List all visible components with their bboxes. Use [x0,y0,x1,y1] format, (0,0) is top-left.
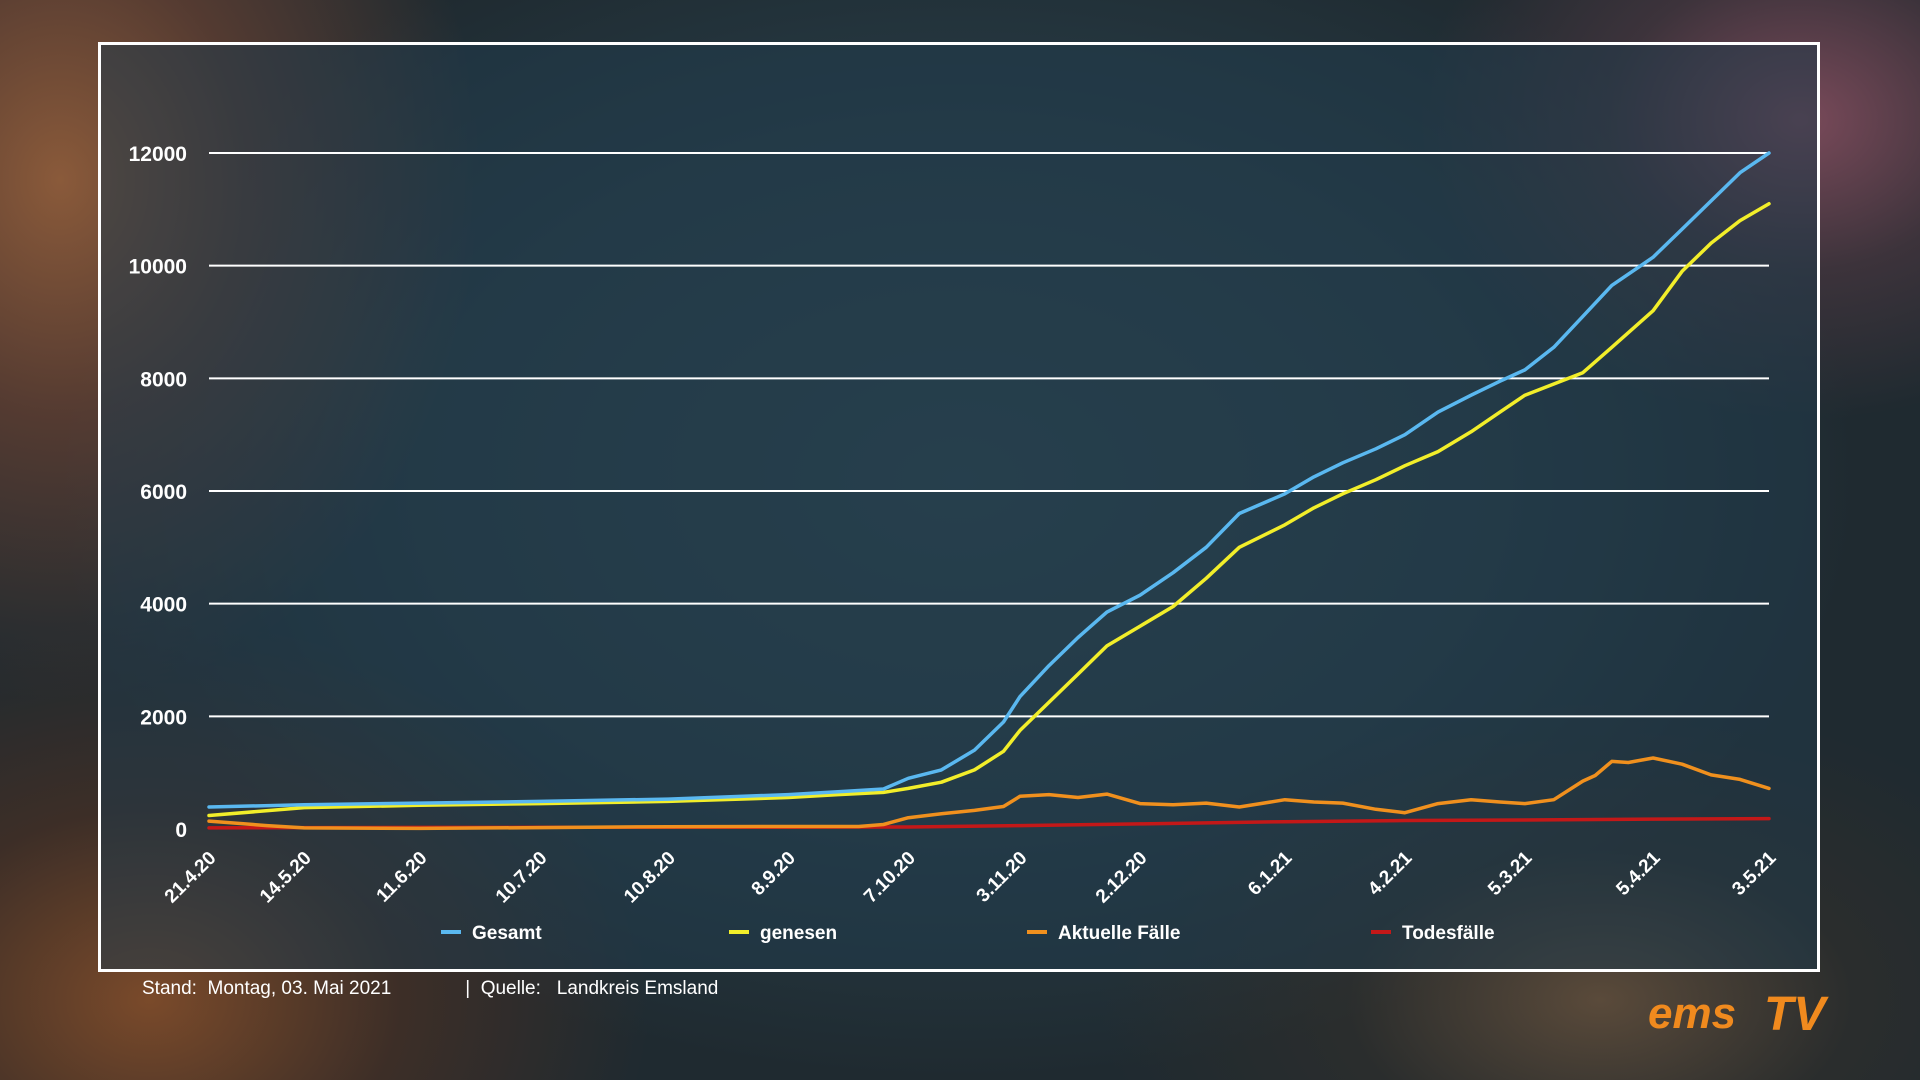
series-line-genesen [207,201,1771,818]
x-tick-label: 7.10.20 [860,848,920,908]
quelle-value: Landkreis Emsland [556,978,719,999]
y-tick-label: 4000 [140,594,187,617]
x-tick-label: 6.1.21 [1244,847,1297,900]
x-tick-label: 21.4.20 [161,848,221,908]
legend-label: Gesamt [472,923,542,944]
x-tick-label: 11.6.20 [373,848,432,907]
footer-separator: | [465,978,471,999]
legend-label: genesen [760,923,837,944]
y-tick-label: 6000 [140,481,187,504]
stand-date: Montag, 03. Mai 2021 [207,978,392,999]
y-axis-ticks: 0 2000 4000 6000 8000 10000 12000 [129,143,187,842]
footer-source-line: Stand: Montag, 03. Mai 2021 | Quelle: La… [142,978,718,1000]
x-tick-label: 4.2.21 [1364,847,1417,900]
logo-ems-text: ems [1648,990,1736,1036]
y-tick-label: 10000 [129,256,187,279]
series-line-aktuelle-fälle [207,756,1771,831]
x-tick-label: 10.8.20 [620,848,680,908]
x-axis-ticks: 21.4.20 14.5.20 11.6.20 10.7.20 10.8.20 8.9.2… [161,847,1781,907]
series-line-gesamt [207,151,1771,809]
x-tick-label: 5.4.21 [1612,847,1665,900]
logo-tv-text: TV [1764,990,1829,1036]
chart-frame: 0 2000 4000 6000 8000 10000 12000 21.4.20 14.5.… [98,42,1820,972]
stand-label: Stand: [142,978,197,999]
legend-label: Aktuelle Fälle [1058,923,1181,944]
grid-lines [209,152,1769,718]
x-tick-label: 10.7.20 [492,848,552,908]
y-tick-label: 8000 [140,368,187,391]
x-tick-label: 14.5.20 [256,848,316,908]
x-tick-label: 8.9.20 [748,848,800,900]
line-chart: 0 2000 4000 6000 8000 10000 12000 21.4.20 14.5.… [129,143,1781,944]
quelle-label: Quelle: [480,978,541,999]
legend-label: Todesfälle [1402,923,1495,944]
x-tick-label: 3.5.21 [1728,847,1781,900]
x-tick-label: 5.3.21 [1484,847,1537,900]
y-tick-label: 0 [175,819,187,842]
x-tick-label: 3.11.20 [973,848,1032,907]
ems-tv-logo: ems TV [1648,990,1829,1036]
x-tick-label: 2.12.20 [1092,848,1152,908]
y-tick-label: 2000 [140,706,187,729]
series-lines [207,151,1771,831]
y-tick-label: 12000 [129,143,187,166]
legend: Gesamt genesen Aktuelle Fälle Todesfälle [441,923,1495,944]
